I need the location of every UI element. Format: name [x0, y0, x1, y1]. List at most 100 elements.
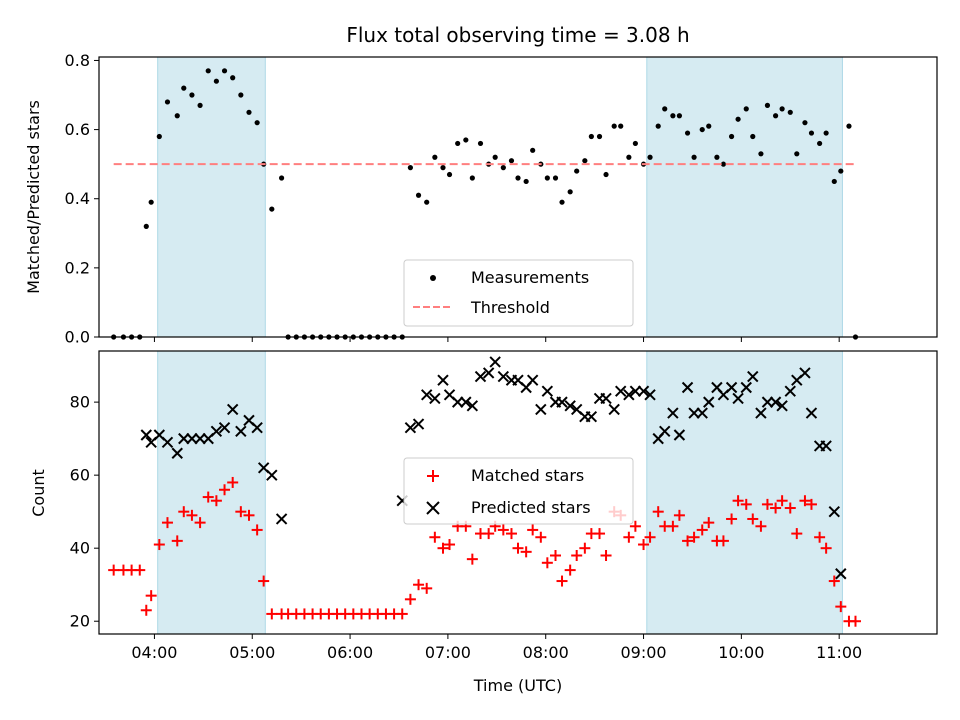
- data-point-matched: [541, 557, 553, 569]
- x-stroke-b: [711, 381, 723, 394]
- data-point-measurement: [469, 175, 475, 181]
- x-axis-label: Time (UTC): [473, 676, 562, 695]
- data-point-matched: [623, 531, 635, 543]
- data-point-measurement: [559, 199, 565, 205]
- data-point-matched: [688, 531, 700, 543]
- data-point-matched: [194, 517, 206, 529]
- legend-label-predicted: Predicted stars: [471, 498, 591, 517]
- x-stroke-b: [747, 370, 759, 383]
- legend-frame: [403, 457, 634, 525]
- x-stroke-b: [178, 432, 190, 445]
- data-point-predicted: [667, 407, 679, 419]
- data-point-measurement: [440, 165, 446, 171]
- data-point-measurement: [156, 133, 162, 140]
- data-point-matched: [799, 495, 811, 507]
- data-point-measurement: [278, 175, 285, 181]
- y-tick-label: 0.0: [65, 328, 90, 347]
- x-tick-label: 10:00: [718, 643, 764, 662]
- data-point-measurement: [611, 123, 617, 129]
- top-y-axis-label: Matched/Predicted stars: [24, 100, 43, 294]
- data-point-matched: [717, 535, 729, 547]
- x-stroke-b: [497, 370, 510, 383]
- data-point-measurement: [582, 158, 588, 164]
- x-stroke-b: [740, 381, 752, 394]
- y-tick-label: 0.6: [65, 120, 90, 139]
- x-stroke-b: [466, 400, 479, 412]
- data-point-predicted: [776, 400, 788, 412]
- data-point-measurement: [662, 106, 668, 112]
- data-point-matched: [210, 495, 222, 507]
- data-point-predicted: [740, 381, 752, 394]
- bottom-panel: 20 40 60 80 04:00 05:00 06:00 07:00 08:00 09:00 10…: [70, 350, 938, 662]
- x-stroke-b: [275, 513, 288, 525]
- x-tick-label: 08:00: [523, 643, 569, 662]
- data-point-predicted: [828, 505, 840, 518]
- data-point-measurement: [230, 75, 236, 81]
- data-point-predicted: [429, 392, 441, 405]
- data-point-measurement: [455, 140, 461, 147]
- data-point-matched: [161, 517, 173, 529]
- shaded-interval: [646, 56, 843, 338]
- x-stroke-b: [556, 396, 568, 408]
- data-point-predicted: [820, 440, 832, 452]
- x-stroke-b: [696, 407, 708, 419]
- x-stroke-b: [681, 381, 694, 394]
- x-stroke-b: [725, 381, 738, 394]
- data-point-measurement: [817, 140, 823, 147]
- data-point-predicted: [564, 400, 576, 412]
- data-point-predicted: [275, 513, 288, 525]
- data-point-matched: [600, 549, 612, 561]
- legend-x-marker: [426, 501, 440, 515]
- x-stroke-b: [541, 385, 554, 397]
- data-point-matched: [186, 509, 198, 521]
- x-stroke-b: [420, 389, 433, 401]
- data-point-matched: [673, 509, 685, 521]
- x-stroke-b: [570, 403, 583, 416]
- x-stroke-b: [623, 389, 635, 401]
- data-point-matched: [835, 601, 847, 613]
- data-point-measurement: [728, 133, 735, 140]
- data-point-matched: [726, 513, 738, 525]
- data-point-matched: [770, 502, 782, 514]
- data-point-matched: [696, 524, 708, 536]
- data-point-predicted: [637, 385, 650, 397]
- x-tick-label: 04:00: [131, 643, 177, 662]
- x-tick-label: 09:00: [620, 643, 666, 662]
- legend-label-measurements: Measurements: [471, 268, 589, 287]
- data-point-predicted: [703, 396, 715, 408]
- data-point-measurement: [626, 154, 632, 160]
- shaded-interval: [157, 350, 266, 635]
- data-point-predicted: [732, 392, 744, 405]
- x-stroke-b: [429, 392, 441, 405]
- data-point-predicted: [404, 421, 417, 434]
- data-point-predicted: [799, 367, 811, 379]
- shaded-interval: [646, 350, 843, 635]
- data-point-measurement: [269, 206, 275, 212]
- axes-frame: [98, 56, 938, 338]
- data-point-predicted: [140, 429, 152, 441]
- data-point-measurement: [492, 154, 498, 160]
- data-point-predicted: [623, 389, 635, 401]
- data-point-measurement: [221, 68, 228, 74]
- data-point-matched: [776, 495, 788, 507]
- data-point-measurement: [530, 147, 536, 153]
- data-point-measurement: [238, 92, 244, 98]
- data-point-measurement: [254, 120, 260, 126]
- x-tick-label: 06:00: [327, 643, 373, 662]
- data-point-measurement: [706, 123, 712, 129]
- data-point-matched: [520, 546, 532, 558]
- data-point-predicted: [688, 407, 700, 419]
- axes-frame: [98, 350, 938, 635]
- x-stroke-b: [535, 403, 547, 416]
- data-point-matched: [202, 491, 214, 503]
- data-point-measurement: [508, 158, 515, 164]
- x-stroke-b: [512, 374, 524, 386]
- data-point-predicted: [541, 385, 554, 397]
- data-point-measurement: [720, 161, 727, 167]
- data-point-measurement: [772, 113, 779, 119]
- data-point-predicted: [755, 407, 767, 419]
- data-point-matched: [791, 528, 803, 540]
- data-point-matched: [251, 524, 263, 536]
- data-point-measurement: [735, 116, 741, 122]
- data-point-matched: [444, 539, 456, 551]
